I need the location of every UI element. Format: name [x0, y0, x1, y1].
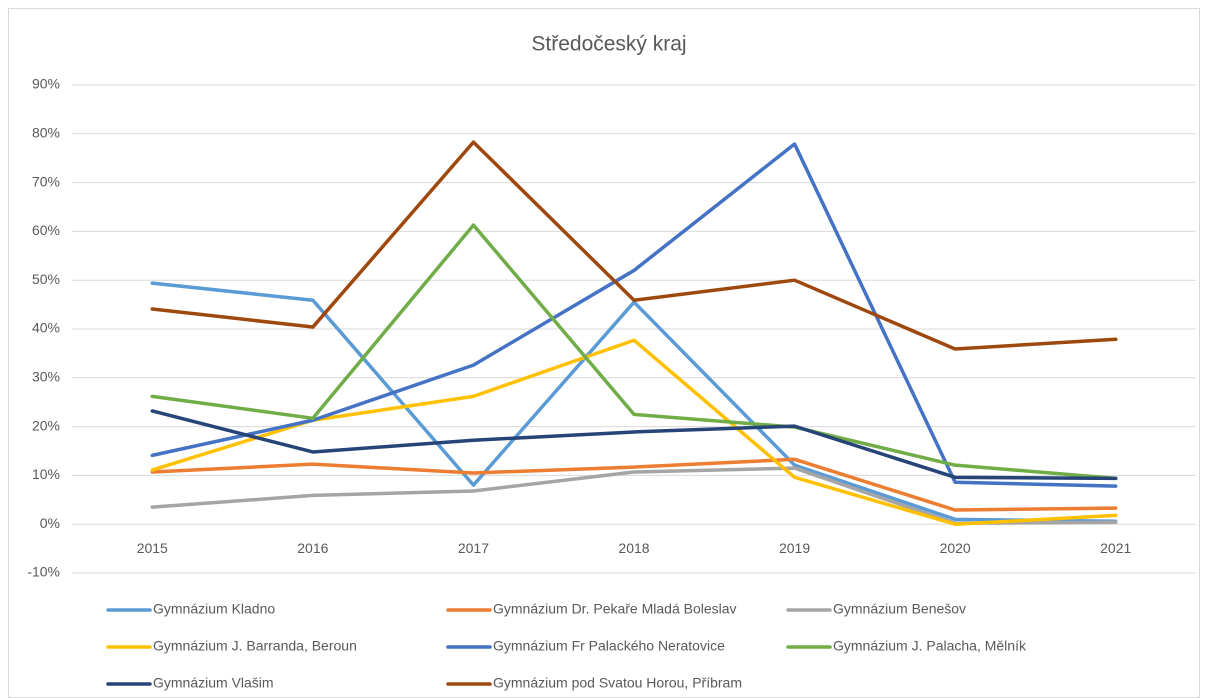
- legend-label: Gymnázium J. Palacha, Mělník: [833, 638, 1027, 654]
- x-tick-label: 2016: [297, 540, 328, 556]
- x-tick-label: 2015: [137, 540, 168, 556]
- legend-label: Gymnázium Fr Palackého Neratovice: [493, 638, 725, 654]
- series-line: [150, 142, 1118, 488]
- y-tick-label: 90%: [32, 76, 60, 92]
- x-tick-label: 2019: [779, 540, 810, 556]
- y-tick-label: 50%: [32, 271, 60, 287]
- series-line: [150, 409, 1118, 481]
- y-tick-label: 60%: [32, 222, 60, 238]
- y-tick-label: 10%: [32, 466, 60, 482]
- chart-border: [8, 8, 1200, 698]
- y-tick-label: 0%: [40, 515, 60, 531]
- legend-label: Gymnázium pod Svatou Horou, Příbram: [493, 675, 742, 691]
- legend-label: Gymnázium Kladno: [153, 601, 275, 617]
- series-line: [150, 140, 1118, 351]
- y-tick-label: 30%: [32, 369, 60, 385]
- y-tick-label: 80%: [32, 125, 60, 141]
- x-tick-label: 2018: [618, 540, 649, 556]
- x-tick-label: 2021: [1100, 540, 1131, 556]
- series-line: [150, 457, 1118, 512]
- chart-title: Středočeský kraj: [531, 33, 686, 56]
- y-tick-label: 70%: [32, 173, 60, 189]
- series-line: [150, 223, 1118, 481]
- legend-label: Gymnázium Vlašim: [153, 675, 274, 691]
- y-tick-label: 40%: [32, 320, 60, 336]
- y-tick-label: 20%: [32, 417, 60, 433]
- series-line: [150, 281, 1118, 524]
- legend-label: Gymnázium Benešov: [833, 601, 966, 617]
- y-tick-label: -10%: [27, 564, 60, 580]
- x-tick-label: 2020: [940, 540, 971, 556]
- legend-label: Gymnázium J. Barranda, Beroun: [153, 638, 357, 654]
- x-tick-label: 2017: [458, 540, 489, 556]
- legend-label: Gymnázium Dr. Pekaře Mladá Boleslav: [493, 601, 737, 617]
